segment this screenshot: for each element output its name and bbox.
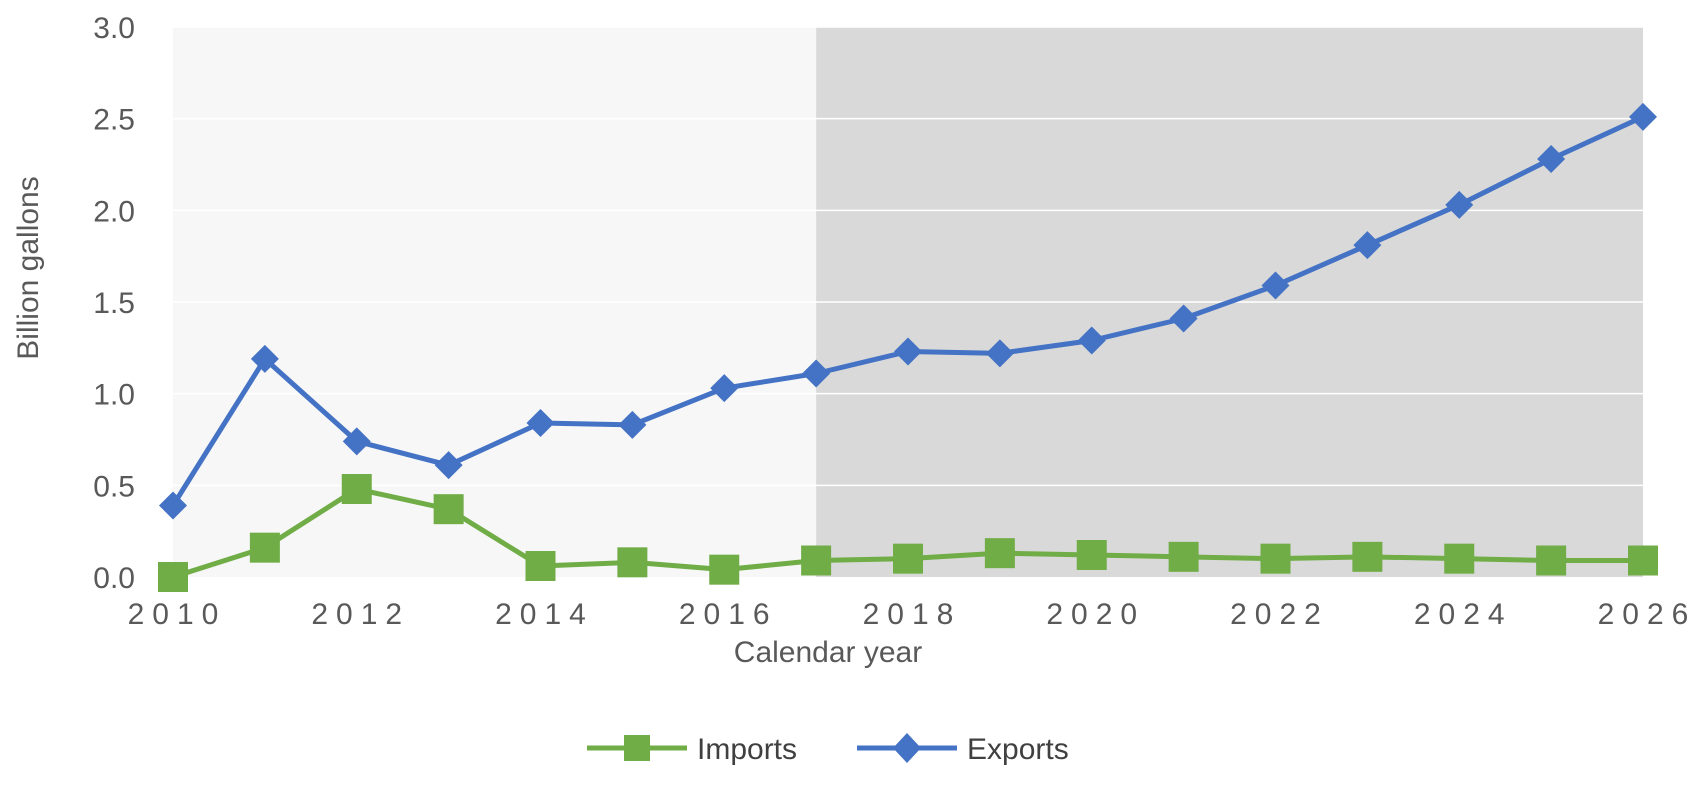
x-tick-label: 2010: [128, 598, 227, 631]
imports-data-point: [249, 532, 280, 563]
exports-data-point: [1261, 271, 1290, 300]
y-tick-label: 2.0: [93, 195, 135, 228]
x-tick-label: 2018: [863, 598, 962, 631]
legend-imports-marker: [624, 735, 650, 761]
exports-data-point: [250, 344, 279, 373]
imports-data-point: [984, 538, 1015, 569]
exports-data-point: [710, 374, 739, 403]
x-tick-label: 2016: [679, 598, 778, 631]
imports-data-point: [1628, 545, 1658, 576]
imports-data-point: [341, 474, 372, 504]
y-axis-ticks: 0.0 0.5 1.0 1.5 2.0 2.5 3.0: [93, 12, 135, 595]
exports-data-point: [1353, 231, 1382, 260]
y-tick-label: 1.5: [93, 287, 135, 320]
legend: Imports Exports: [587, 733, 1069, 766]
exports-data-point: [1077, 326, 1106, 355]
series-group: [158, 102, 1658, 592]
imports-data-point: [893, 543, 923, 574]
imports-data-point: [617, 547, 648, 578]
imports-data-point: [158, 562, 188, 592]
imports-data-point: [433, 494, 464, 525]
x-tick-label: 2014: [495, 598, 594, 631]
exports-data-point: [1445, 190, 1474, 219]
exports-data-point: [894, 337, 922, 366]
y-axis-title: Billion gallons: [12, 176, 45, 359]
exports-data-point: [802, 359, 831, 388]
x-tick-label: 2022: [1230, 598, 1329, 631]
imports-data-point: [525, 551, 556, 581]
imports-data-point: [1444, 543, 1475, 574]
imports-data-point: [1076, 540, 1107, 570]
exports-data-point: [618, 410, 647, 439]
exports-data-point: [985, 339, 1014, 368]
y-tick-label: 0.5: [93, 470, 135, 503]
imports-data-point: [1260, 543, 1291, 574]
x-tick-label: 2012: [311, 598, 410, 631]
y-tick-label: 3.0: [93, 12, 135, 45]
legend-imports-label: Imports: [697, 733, 797, 766]
exports-data-point: [342, 427, 371, 456]
x-axis-ticks: 2010 2012 2014 2016 2018 2020 2022 2024 2026: [128, 598, 1697, 631]
imports-data-point: [1168, 541, 1199, 572]
legend-exports-marker: [893, 733, 921, 763]
imports-data-point: [1536, 545, 1567, 576]
imports-data-point: [801, 545, 832, 576]
legend-exports-label: Exports: [967, 733, 1069, 766]
exports-data-point: [434, 451, 463, 480]
exports-data-point: [1169, 304, 1198, 333]
imports-data-point: [709, 554, 740, 585]
x-axis-title: Calendar year: [734, 636, 922, 669]
imports-data-point: [1352, 541, 1383, 572]
exports-data-point: [526, 409, 555, 437]
gridlines: [173, 26, 1643, 487]
exports-data-point: [1629, 102, 1657, 131]
exports-data-point: [1537, 145, 1566, 173]
y-tick-label: 1.0: [93, 379, 135, 412]
x-tick-label: 2020: [1046, 598, 1145, 631]
y-tick-label: 0.0: [93, 562, 135, 595]
x-tick-label: 2026: [1598, 598, 1697, 631]
x-tick-label: 2024: [1414, 598, 1513, 631]
exports-data-point: [159, 491, 187, 520]
y-tick-label: 2.5: [93, 104, 135, 137]
